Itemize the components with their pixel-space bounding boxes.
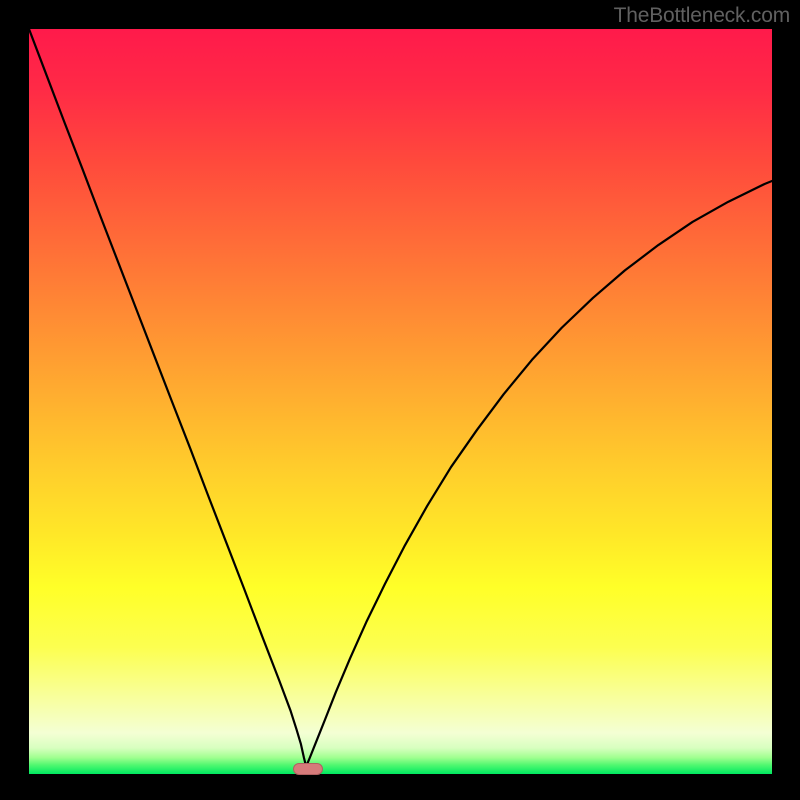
watermark-text: TheBottleneck.com bbox=[614, 4, 790, 28]
bottleneck-chart bbox=[29, 29, 772, 774]
performance-gradient bbox=[29, 29, 772, 774]
optimal-point-marker bbox=[293, 763, 323, 775]
